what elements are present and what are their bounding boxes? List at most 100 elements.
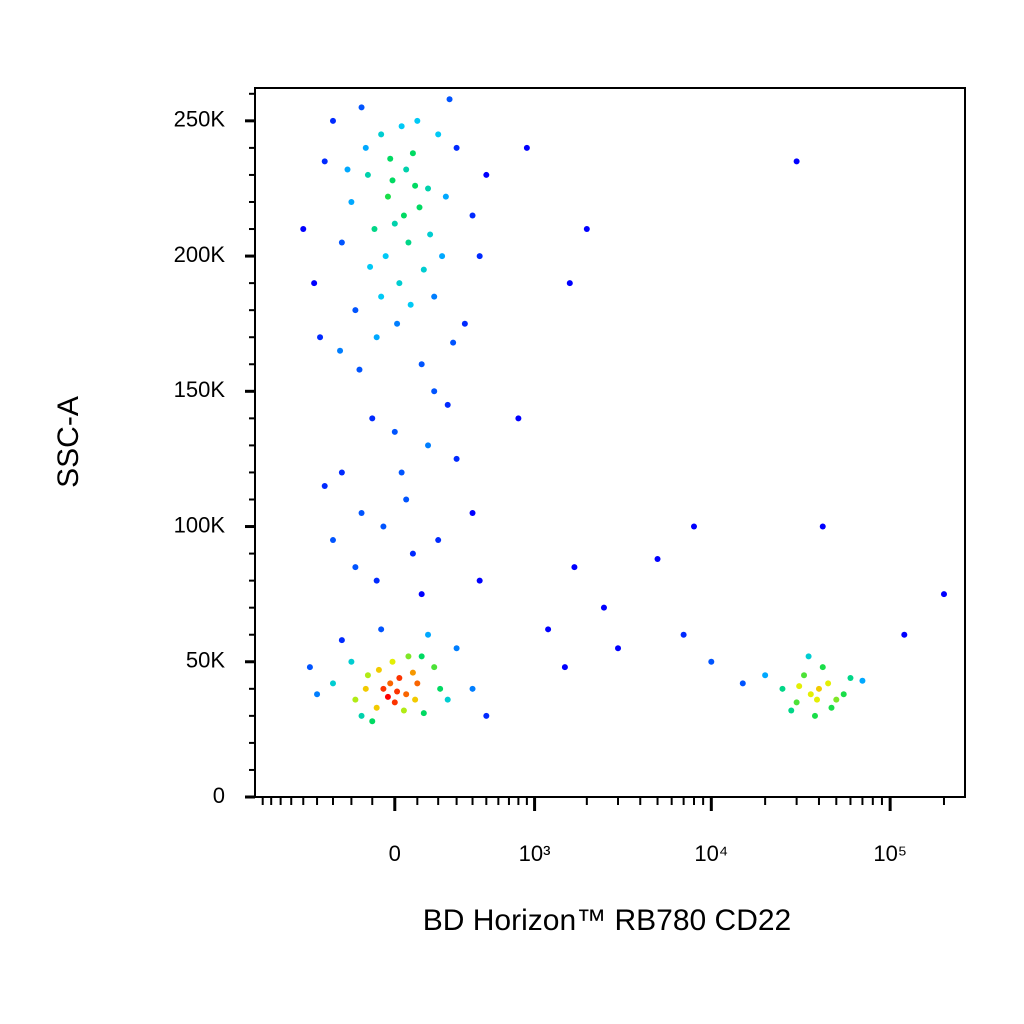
scatter-point xyxy=(364,672,371,679)
scatter-point xyxy=(483,712,490,719)
scatter-point xyxy=(420,710,427,717)
scatter-point xyxy=(373,577,380,584)
scatter-point xyxy=(690,523,697,530)
scatter-point xyxy=(425,631,432,638)
scatter-point xyxy=(311,280,318,287)
scatter-point xyxy=(384,693,391,700)
scatter-point xyxy=(450,339,457,346)
scatter-point xyxy=(431,664,438,671)
scatter-point xyxy=(338,239,345,246)
scatter-point xyxy=(391,428,398,435)
scatter-point xyxy=(453,645,460,652)
scatter-point xyxy=(387,155,394,162)
y-tick-label: 250K xyxy=(174,107,226,132)
scatter-point xyxy=(762,672,769,679)
scatter-point xyxy=(425,185,432,192)
scatter-point xyxy=(409,669,416,676)
scatter-point xyxy=(367,263,374,270)
scatter-point xyxy=(387,680,394,687)
scatter-point xyxy=(425,442,432,449)
scatter-point xyxy=(389,658,396,665)
scatter-point xyxy=(329,680,336,687)
scatter-point xyxy=(469,212,476,219)
scatter-point xyxy=(337,347,344,354)
scatter-point xyxy=(352,307,359,314)
scatter-point xyxy=(566,280,573,287)
scatter-point xyxy=(400,707,407,714)
scatter-point xyxy=(418,653,425,660)
y-tick-label: 150K xyxy=(174,377,226,402)
scatter-point xyxy=(344,166,351,173)
scatter-point xyxy=(391,220,398,227)
scatter-point xyxy=(793,699,800,706)
scatter-point xyxy=(418,361,425,368)
scatter-point xyxy=(446,96,453,103)
scatter-point xyxy=(444,401,451,408)
scatter-point xyxy=(833,696,840,703)
scatter-point xyxy=(654,555,661,562)
scatter-point xyxy=(403,691,410,698)
scatter-point xyxy=(796,683,803,690)
scatter-point xyxy=(435,537,442,544)
scatter-point xyxy=(420,266,427,273)
scatter-point xyxy=(409,550,416,557)
scatter-point xyxy=(375,666,382,673)
scatter-point xyxy=(807,691,814,698)
y-tick-label: 0 xyxy=(213,783,225,808)
scatter-point xyxy=(400,212,407,219)
x-tick-label: 10⁵ xyxy=(873,841,907,866)
scatter-point xyxy=(427,231,434,238)
scatter-point xyxy=(814,696,821,703)
scatter-point xyxy=(300,226,307,233)
scatter-point xyxy=(352,696,359,703)
scatter-point xyxy=(819,523,826,530)
scatter-point xyxy=(805,653,812,660)
scatter-point xyxy=(358,510,365,517)
scatter-point xyxy=(476,577,483,584)
scatter-point xyxy=(369,415,376,422)
scatter-point xyxy=(600,604,607,611)
scatter-point xyxy=(811,712,818,719)
scatter-point xyxy=(329,117,336,124)
y-axis-title: SSC-A xyxy=(52,396,85,488)
scatter-point xyxy=(352,564,359,571)
scatter-point xyxy=(483,171,490,178)
scatter-point xyxy=(412,182,419,189)
scatter-point xyxy=(708,658,715,665)
scatter-point xyxy=(338,637,345,644)
scatter-point xyxy=(398,469,405,476)
scatter-point xyxy=(378,293,385,300)
scatter-point xyxy=(815,685,822,692)
scatter-point xyxy=(362,144,369,151)
scatter-point xyxy=(453,455,460,462)
scatter-point xyxy=(825,680,832,687)
scatter-point xyxy=(940,591,947,598)
scatter-point xyxy=(403,166,410,173)
scatter-point xyxy=(396,280,403,287)
scatter-point xyxy=(680,631,687,638)
scatter-point xyxy=(901,631,908,638)
scatter-point xyxy=(418,591,425,598)
scatter-point xyxy=(515,415,522,422)
scatter-point xyxy=(380,685,387,692)
scatter-point xyxy=(571,564,578,571)
scatter-point xyxy=(384,193,391,200)
scatter-point xyxy=(414,117,421,124)
scatter-point xyxy=(469,510,476,517)
scatter-point xyxy=(435,131,442,138)
scatter-point xyxy=(348,198,355,205)
scatter-point xyxy=(369,718,376,725)
scatter-point xyxy=(439,253,446,260)
scatter-point xyxy=(437,685,444,692)
scatter-point xyxy=(469,685,476,692)
scatter-point xyxy=(409,150,416,157)
scatter-point xyxy=(338,469,345,476)
scatter-point xyxy=(403,496,410,503)
scatter-point xyxy=(412,696,419,703)
scatter-point xyxy=(364,171,371,178)
y-tick-label: 50K xyxy=(186,648,225,673)
scatter-point xyxy=(431,293,438,300)
scatter-point xyxy=(382,253,389,260)
scatter-point xyxy=(405,653,412,660)
